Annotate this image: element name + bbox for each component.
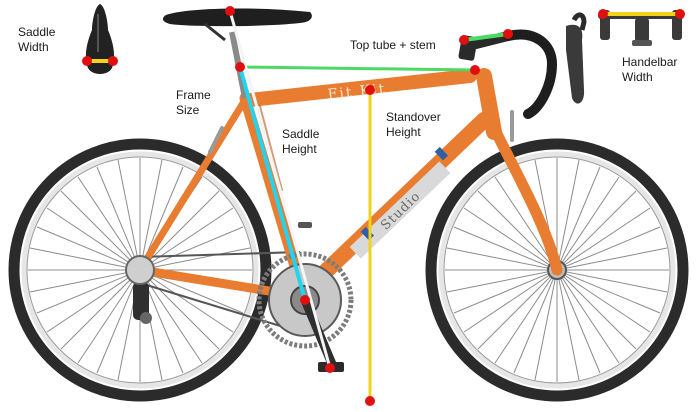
stem-start-point (459, 35, 469, 45)
handlebar-right-point (675, 9, 685, 19)
saddle-height-label: Saddle Height (282, 127, 320, 156)
handlebar-assembly (458, 12, 587, 119)
chain (139, 251, 301, 333)
saddle-width-label: Saddle Width (18, 25, 56, 54)
measure-points (82, 6, 685, 406)
stem-end-point (503, 29, 513, 39)
top-tube-stem-reach-line (239, 65, 476, 72)
standover-top-point (365, 85, 375, 95)
seatpost-and-saddle (162, 8, 312, 99)
crankset (256, 251, 354, 372)
top-tube-stem-label: Top tube + stem (350, 38, 436, 52)
rear-cassette (125, 255, 155, 285)
saddle-width-left-point (82, 56, 92, 66)
rear-derailleur (133, 282, 152, 324)
frame-size-line (238, 66, 307, 301)
head-tube-top-point (470, 65, 480, 75)
frame-size-label: Frame Size (176, 88, 211, 117)
pedal-point (325, 363, 335, 373)
saddle-width-right-point (108, 56, 118, 66)
saddle-topview-icon (85, 4, 115, 74)
bottle-cage (298, 222, 312, 228)
standover-ground-point (365, 396, 375, 406)
seat-tube-top-point (235, 62, 245, 72)
handlebar-width-label: Handelbar Width (622, 55, 678, 84)
saddle-top-point (225, 6, 235, 16)
brake-calipers (208, 110, 514, 154)
standover-height-label: Standover Height (386, 110, 441, 139)
handlebar-left-point (598, 9, 608, 19)
stem-length-line (463, 32, 509, 42)
saddle-height-line (228, 10, 332, 369)
bottom-bracket-point (300, 295, 310, 305)
